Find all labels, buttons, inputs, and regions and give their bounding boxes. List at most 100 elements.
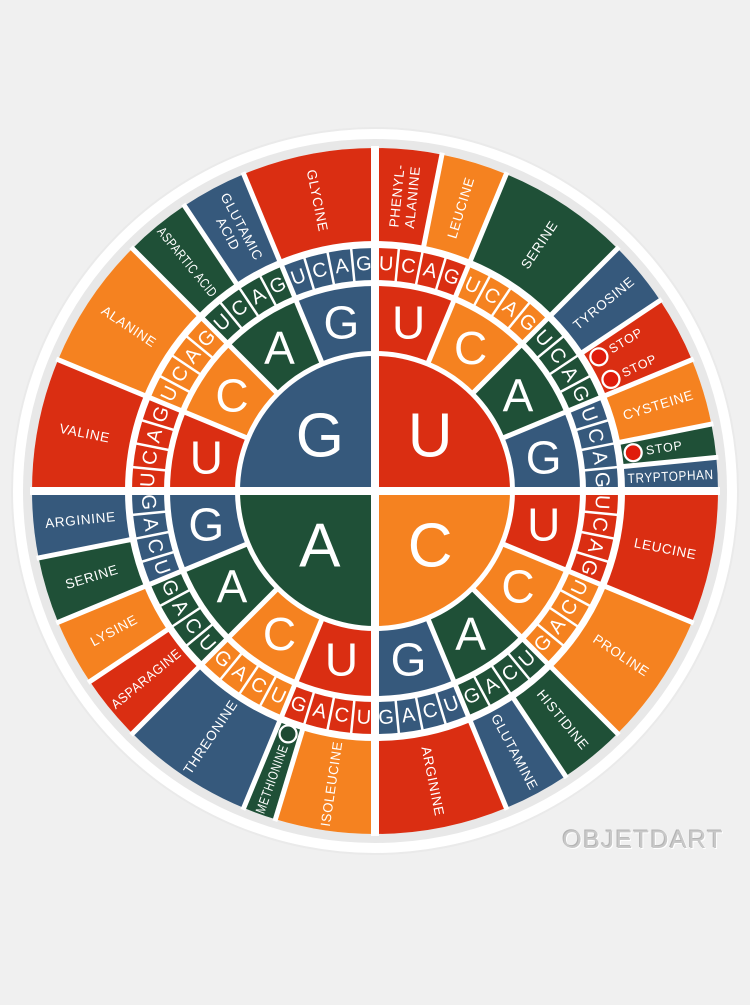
inner-quadrant-G: [240, 356, 375, 491]
amino-label-PHENYLALANINE: PHENYL-ALANINE: [386, 163, 423, 229]
ring2-group-divider: [425, 617, 472, 719]
amino-sector-ARGININE: [375, 721, 507, 834]
ring2-sector-GA: [230, 301, 322, 393]
ring2-letter-UC: C: [454, 322, 487, 374]
amino-sector-ALANINE: [58, 248, 199, 396]
ring2-letter-UG: G: [526, 431, 562, 483]
ring3-cell-divider: [558, 374, 592, 394]
ring3-letter-GGG: G: [356, 253, 373, 276]
amino-divider: [129, 663, 203, 737]
inner-quadrant-A: [240, 491, 375, 626]
ring3-cell-divider: [218, 300, 244, 331]
center-letter-U: U: [408, 401, 453, 470]
amino-sector-ASPARAGINE: [89, 629, 199, 734]
amino-sector-TYROSINE: [551, 248, 661, 353]
ring3-cell-divider: [394, 698, 401, 735]
ring2-sector-UA: [473, 346, 565, 438]
ring2-group-divider: [425, 263, 472, 365]
ring3-letter-CGG: G: [378, 706, 395, 729]
ring3-cell-divider: [574, 418, 610, 432]
ring2-group-divider: [199, 315, 280, 396]
ring2-sector-CA: [428, 589, 520, 681]
ring2-letter-GA: A: [264, 322, 295, 374]
ring3-cell-divider: [218, 651, 244, 682]
ring2-letter-AU: U: [325, 634, 358, 686]
amino-divider: [86, 626, 172, 685]
ring2-group-divider: [278, 617, 325, 719]
amino-divider: [467, 171, 510, 264]
amino-divider: [467, 718, 510, 811]
ring3-letter-UGU: U: [576, 404, 602, 425]
stop-codon-dot: [589, 347, 609, 367]
amino-divider: [547, 245, 621, 319]
ring3-cell-divider: [134, 441, 171, 452]
amino-divider: [272, 726, 306, 822]
ring3-cell-divider: [349, 247, 356, 284]
wheel-shadow-ring: [23, 139, 727, 843]
ring2-letter-AG: G: [188, 499, 224, 551]
ring3-cell-divider: [158, 588, 192, 608]
ring3-cell-divider: [434, 256, 448, 292]
amino-sector-PROLINE: [551, 586, 692, 734]
amino-divider: [602, 583, 695, 626]
stop-codon-dot: [601, 369, 621, 390]
ring3-letter-GUU: U: [137, 472, 160, 488]
ring3-letter-UGG: G: [590, 472, 613, 489]
amino-sector-ISOLEUCINE: [275, 730, 375, 834]
ring3-cell-divider: [184, 622, 215, 648]
ring2-sector-AA: [185, 544, 277, 636]
ring3-cell-divider: [434, 690, 448, 726]
ring3-letter-CUG: G: [576, 556, 602, 578]
amino-divider: [240, 718, 283, 811]
amino-divider: [240, 171, 283, 264]
amino-divider: [547, 663, 621, 737]
ring3-letter-UGC: C: [583, 426, 608, 445]
amino-sector-ARGININE: [32, 491, 130, 558]
ring3-letter-CUA: A: [583, 537, 608, 556]
ring3-cell-divider: [170, 606, 202, 629]
ring3-letter-CUC: C: [588, 516, 612, 534]
ring3-cell-divider: [582, 465, 619, 472]
amino-sector-CYSTEINE: [605, 359, 712, 443]
amino-sector-LEUCINE: [423, 154, 507, 261]
amino-divider: [55, 583, 148, 626]
ring2-letter-GG: G: [324, 296, 360, 348]
center-letter-C: C: [408, 512, 453, 581]
ring3-cell-divider: [325, 250, 336, 287]
ring2-letter-GU: U: [190, 431, 223, 483]
ring3-cell-divider: [258, 274, 278, 308]
start-codon-dot: [278, 724, 298, 744]
amino-sector-STOP: [620, 424, 717, 467]
ring3-letter-GUG: G: [148, 403, 174, 425]
ring3-cell-divider: [140, 418, 176, 432]
ring2-letter-UA: A: [503, 369, 534, 421]
ring3-letter-AUC: C: [333, 704, 351, 728]
ring3-cell-divider: [472, 674, 492, 708]
ring3-letter-GGA: A: [333, 255, 350, 279]
ring3-letter-AUU: U: [356, 706, 372, 729]
ring3-cell-divider: [131, 510, 168, 517]
ring3-letter-CGU: U: [441, 692, 462, 718]
ring3-cell-divider: [472, 274, 492, 308]
ring2-sector-UC: [428, 301, 520, 393]
amino-divider: [129, 245, 203, 319]
stop-codon-dot: [623, 443, 643, 463]
ring3-letter-CGA: A: [400, 704, 417, 728]
amino-sector-METHIONINE: [243, 721, 303, 820]
ring2-letter-AC: C: [263, 608, 296, 660]
ring3-cell-divider: [579, 441, 616, 452]
ring2-sector-AC: [230, 589, 322, 681]
ring3-letter-UUU: U: [378, 253, 394, 276]
ring3-cell-divider: [325, 695, 336, 732]
ring3-letter-GUA: A: [143, 426, 168, 445]
ring2-group-divider: [199, 586, 280, 667]
ring3-cell-divider: [535, 334, 566, 360]
ring3-cell-divider: [302, 256, 316, 292]
ring3-cell-divider: [548, 606, 580, 629]
amino-sector-SERINE: [38, 539, 145, 623]
ring3-cell-divider: [490, 664, 513, 696]
ring3-letter-GGC: C: [310, 258, 329, 283]
ring3-cell-divider: [349, 698, 356, 735]
ring2-group-divider: [501, 541, 603, 588]
